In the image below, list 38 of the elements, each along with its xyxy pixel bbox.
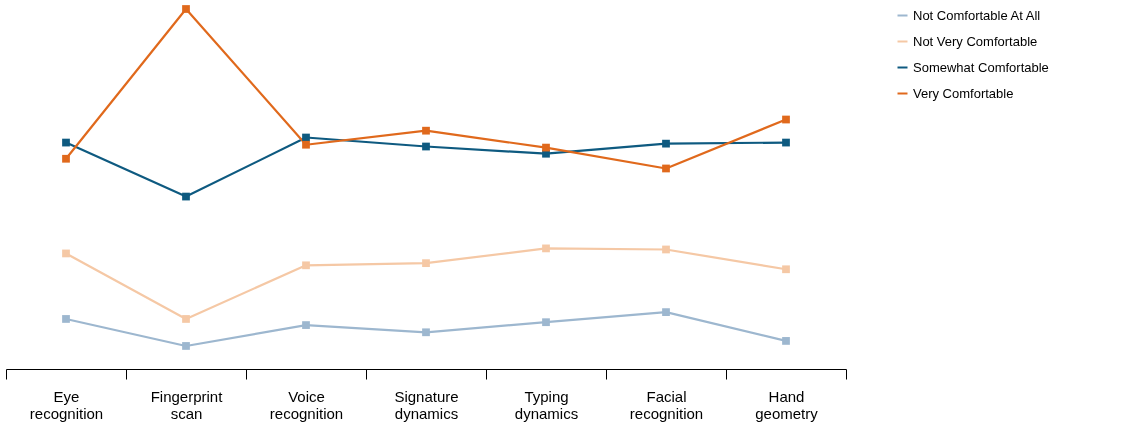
x-tick-label: Voice recognition <box>269 387 344 422</box>
point <box>782 115 790 124</box>
legend-label: Not Very Comfortable <box>913 33 1038 49</box>
point <box>62 249 70 258</box>
x-tick-label: Hand geometry <box>755 387 819 422</box>
point <box>302 261 310 270</box>
legend-label: Somewhat Comfortable <box>913 59 1049 75</box>
point <box>662 245 670 254</box>
legend-label: Very Comfortable <box>913 85 1014 101</box>
point <box>422 142 430 151</box>
point <box>62 138 70 147</box>
point <box>782 138 790 147</box>
x-tick-label: Signature dynamics <box>394 387 459 422</box>
point <box>422 126 430 135</box>
point <box>62 315 70 323</box>
point <box>182 342 190 350</box>
legend-label: Not Comfortable At All <box>913 7 1041 23</box>
point <box>782 337 790 345</box>
point <box>182 192 190 201</box>
x-tick-label: Eye recognition <box>29 387 104 422</box>
point <box>62 154 70 163</box>
point <box>302 140 310 149</box>
point <box>422 328 430 337</box>
point <box>662 164 670 173</box>
point <box>422 259 430 268</box>
point <box>542 318 550 327</box>
point <box>542 244 550 253</box>
point <box>782 265 790 274</box>
x-tick-label: Typing dynamics <box>514 387 579 422</box>
x-tick-label: Facial recognition <box>629 387 704 422</box>
point <box>302 321 310 329</box>
point <box>302 133 310 142</box>
point <box>542 143 550 152</box>
x-tick-label: Fingerprint scan <box>150 387 224 422</box>
point <box>182 315 190 323</box>
point <box>182 5 190 13</box>
point <box>662 308 670 316</box>
point <box>662 139 670 148</box>
